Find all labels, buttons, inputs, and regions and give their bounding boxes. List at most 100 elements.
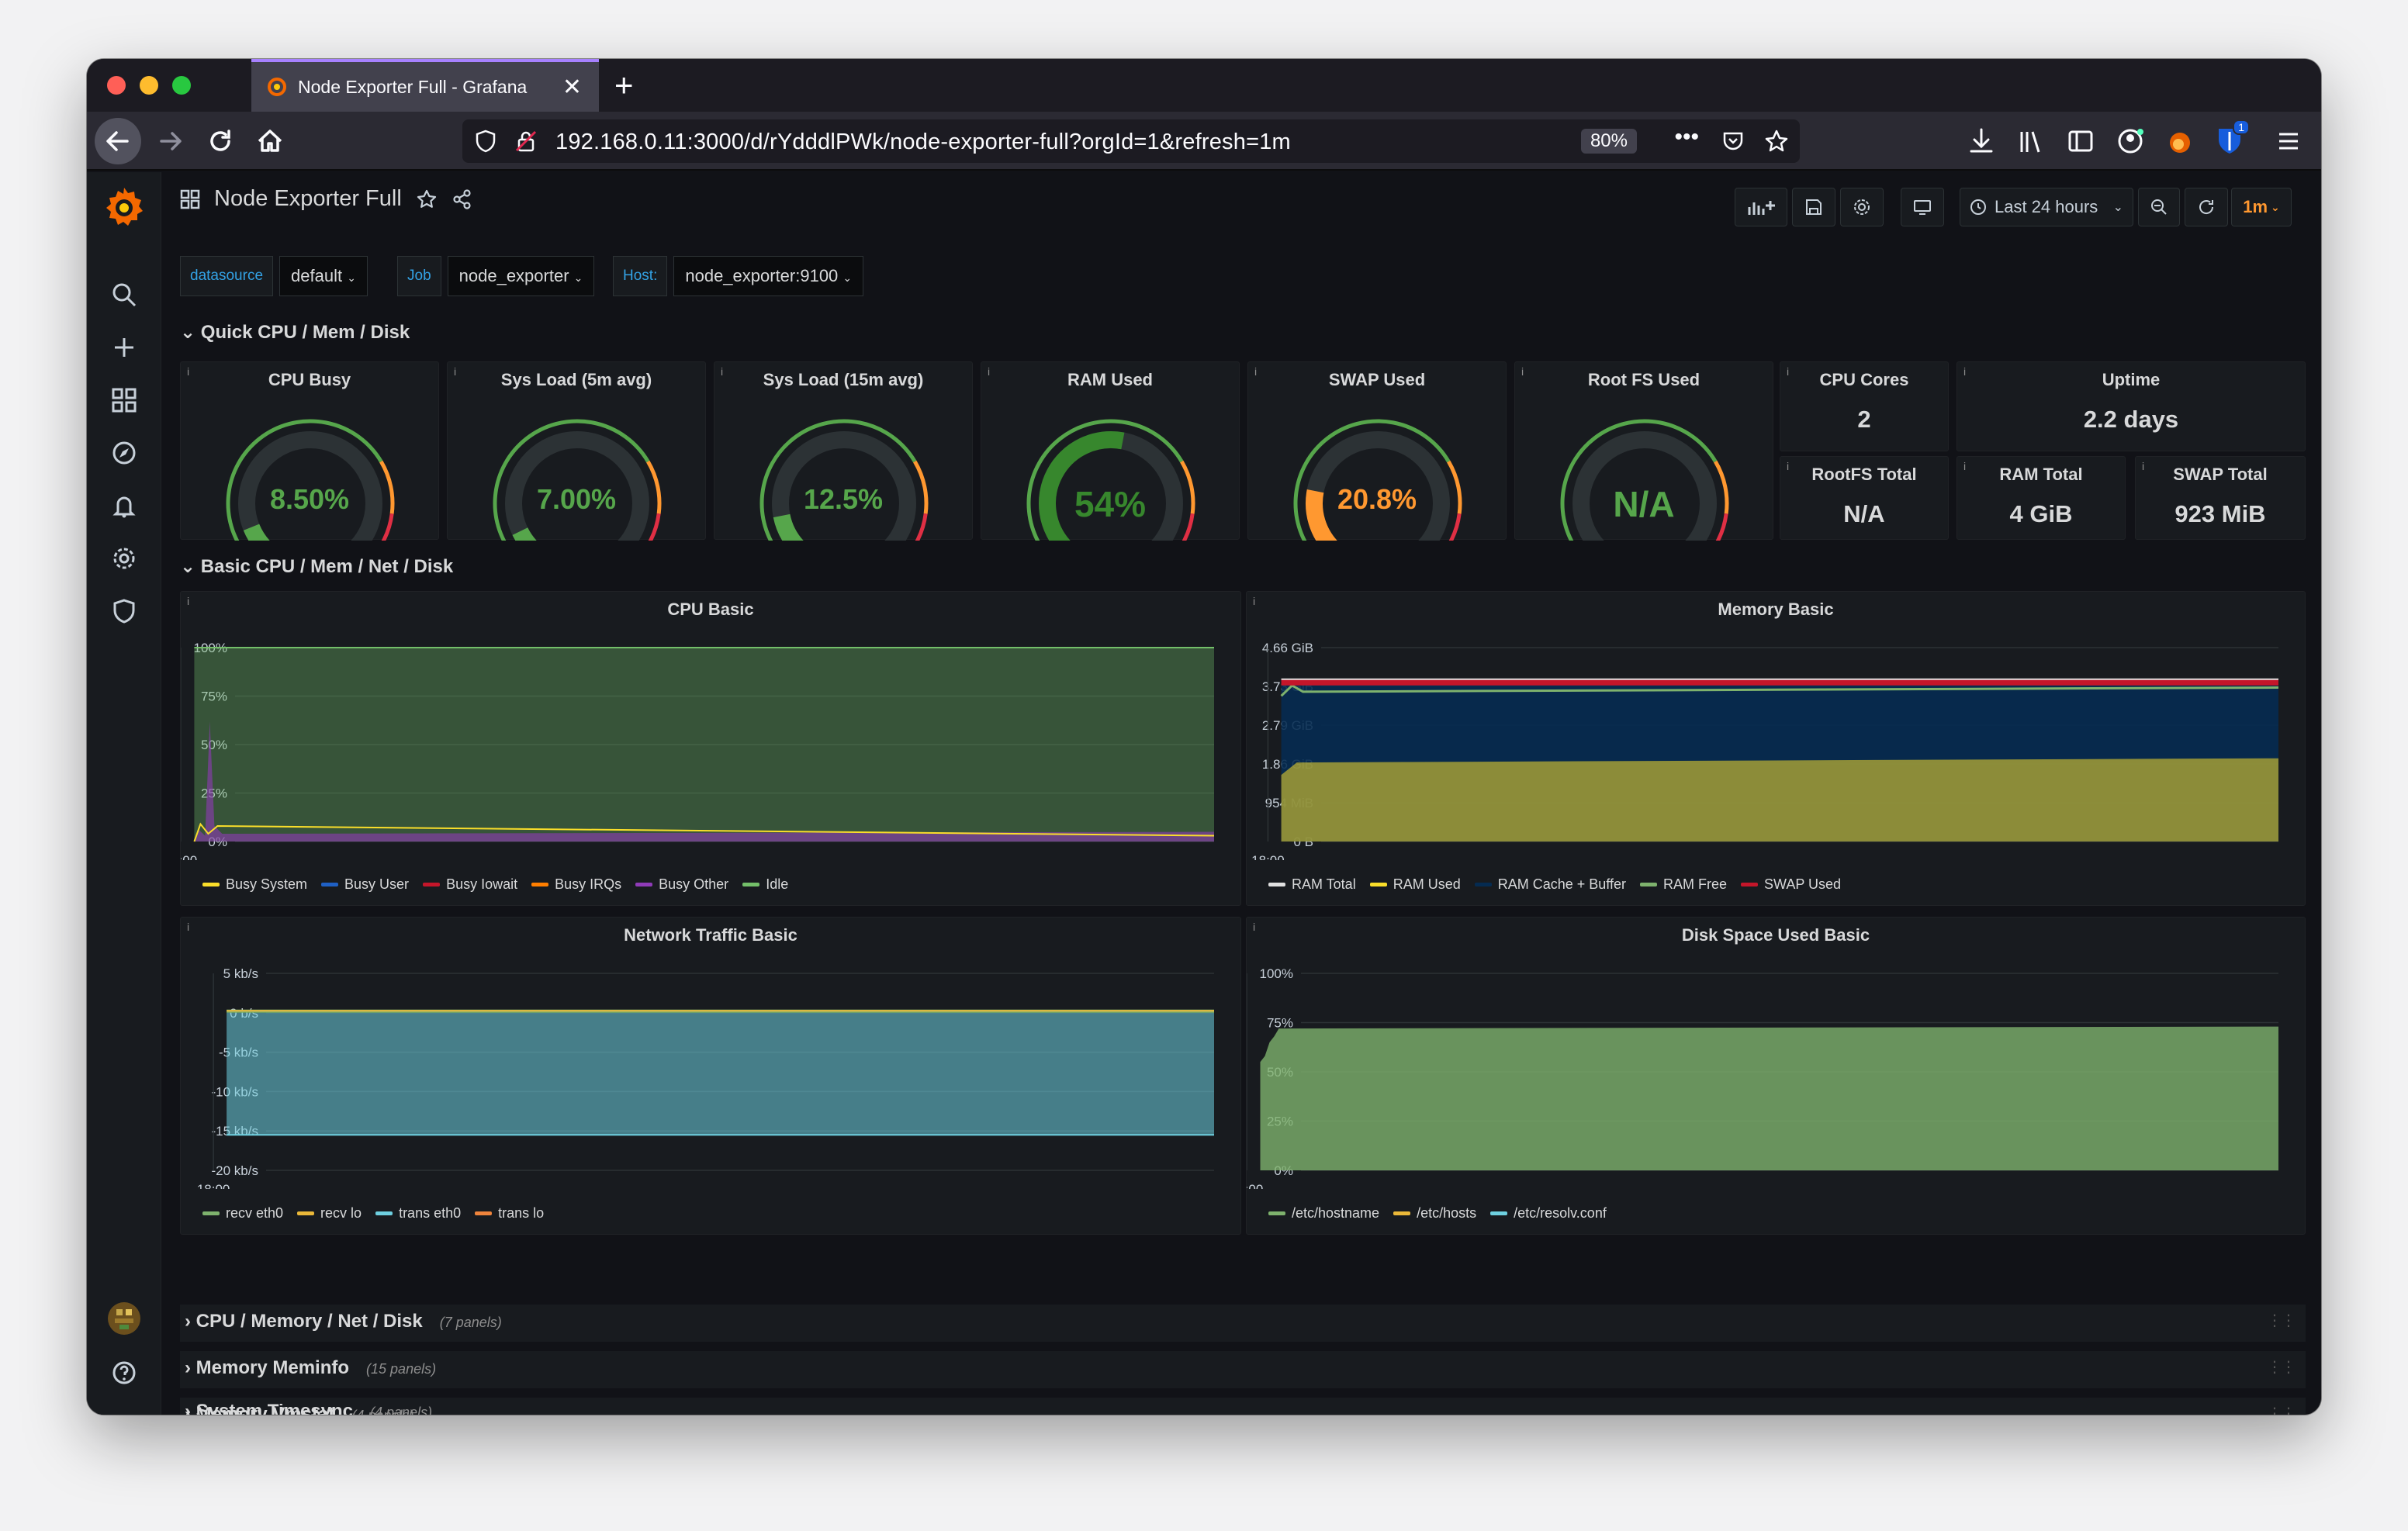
legend-item[interactable]: RAM Used [1369,876,1461,893]
info-icon[interactable]: i [988,365,991,378]
collapsed-row-timesync[interactable]: › System Timesync (4 panels) [180,1404,2306,1415]
host-select[interactable]: node_exporter:9100 ⌄ [673,256,864,296]
gauge-panel[interactable]: i SWAP Used 20.8% [1247,361,1507,541]
row-header-quick[interactable]: ⌄ Quick CPU / Mem / Disk [180,321,410,344]
configuration-gear-icon[interactable] [110,544,138,572]
graph-panel[interactable]: i Network Traffic Basic 5 kb/s0 b/s-5 kb/… [180,917,1241,1235]
info-icon[interactable]: i [454,365,457,378]
favorite-star-icon[interactable] [416,188,438,210]
legend-item[interactable]: recv lo [297,1205,362,1222]
insecure-lock-icon[interactable] [514,129,538,154]
info-icon[interactable]: i [187,365,190,378]
add-panel-button[interactable] [1735,188,1787,226]
datasource-select[interactable]: default ⌄ [279,256,368,296]
url-bar[interactable]: 192.168.0.11:3000/d/rYdddlPWk/node-expor… [462,119,1800,163]
info-icon[interactable]: i [187,921,190,933]
forward-arrow-icon[interactable] [154,124,188,158]
zoom-window-button[interactable] [172,76,191,95]
bitwarden-extension-button[interactable]: 1 [2214,119,2250,157]
legend-item[interactable]: SWAP Used [1741,876,1841,893]
info-icon[interactable]: i [1253,595,1256,607]
explore-compass-icon[interactable] [110,439,138,467]
graph-panel[interactable]: i CPU Basic100%75%50%25%0%20:0022:0000:0… [180,591,1241,906]
save-dashboard-button[interactable] [1792,188,1835,226]
browser-tab-active[interactable]: Node Exporter Full - Grafana ✕ [251,59,599,112]
drag-handle-icon[interactable]: ⋮⋮ [2267,1312,2296,1329]
bookmark-star-icon[interactable] [1764,129,1789,154]
stat-panel-cpu-cores[interactable]: i CPU Cores 2 [1780,361,1949,451]
drag-handle-icon[interactable]: ⋮⋮ [2267,1405,2296,1415]
stat-panel-uptime[interactable]: i Uptime 2.2 days [1956,361,2306,451]
info-icon[interactable]: i [1521,365,1524,378]
pocket-icon[interactable] [1721,129,1745,154]
gauge-panel[interactable]: i Sys Load (5m avg) 7.00% [447,361,706,541]
info-icon[interactable]: i [2142,460,2145,472]
zoom-out-time-button[interactable] [2138,188,2180,226]
legend-item[interactable]: /etc/hosts [1393,1205,1476,1222]
stat-panel-rootfs-total[interactable]: i RootFS Total N/A [1780,456,1949,540]
legend-item[interactable]: RAM Free [1639,876,1727,893]
dashboards-grid-icon[interactable] [110,386,138,414]
alerting-bell-icon[interactable] [110,492,138,520]
user-avatar[interactable] [107,1301,141,1336]
legend-item[interactable]: Busy System [202,876,307,893]
grafana-logo-icon[interactable] [102,185,146,228]
legend-item[interactable]: Busy IRQs [531,876,621,893]
minimize-window-button[interactable] [140,76,158,95]
collapsed-row-cpu-memory[interactable]: › CPU / Memory / Net / Disk (7 panels) ⋮⋮ [180,1305,2306,1342]
info-icon[interactable]: i [1254,365,1258,378]
search-icon[interactable] [110,281,138,309]
back-button[interactable] [95,118,141,164]
info-icon[interactable]: i [1253,921,1256,933]
refresh-interval-picker[interactable]: 1m ⌄ [2231,188,2292,226]
library-icon[interactable] [2015,126,2046,157]
refresh-button[interactable] [2185,188,2228,226]
share-icon[interactable] [452,188,473,210]
stat-panel-swap-total[interactable]: i SWAP Total 923 MiB [2135,456,2306,540]
legend-item[interactable]: /etc/hostname [1268,1205,1379,1222]
info-icon[interactable]: i [187,595,190,607]
zoom-indicator[interactable]: 80% [1580,129,1637,154]
firefox-extension-icon[interactable] [2164,126,2195,157]
info-icon[interactable]: i [1787,365,1790,378]
legend-item[interactable]: RAM Total [1268,876,1356,893]
home-icon[interactable] [253,124,287,158]
gauge-panel[interactable]: i Sys Load (15m avg) 12.5% [714,361,973,541]
new-tab-button[interactable]: + [614,67,634,103]
legend-item[interactable]: Busy Iowait [423,876,517,893]
job-select[interactable]: node_exporter ⌄ [447,256,595,296]
legend-item[interactable]: /etc/resolv.conf [1490,1205,1607,1222]
sidebar-toggle-icon[interactable] [2065,126,2096,157]
info-icon[interactable]: i [1787,460,1790,472]
legend-item[interactable]: trans lo [475,1205,544,1222]
dashboard-settings-button[interactable] [1840,188,1884,226]
legend-item[interactable]: recv eth0 [202,1205,283,1222]
info-icon[interactable]: i [721,365,724,378]
collapsed-row-vmstat[interactable]: › Memory Vmstat (4 panels) ⋮⋮ [180,1398,2306,1415]
legend-item[interactable]: Busy User [321,876,409,893]
shield-icon[interactable] [473,129,498,154]
stat-panel-ram-total[interactable]: i RAM Total 4 GiB [1956,456,2126,540]
reload-icon[interactable] [203,124,237,158]
help-question-icon[interactable] [110,1359,138,1387]
collapsed-row-meminfo[interactable]: › Memory Meminfo (15 panels) ⋮⋮ [180,1351,2306,1388]
hamburger-menu-icon[interactable] [2273,126,2304,157]
legend-item[interactable]: Idle [742,876,788,893]
page-actions-icon[interactable]: ••• [1674,124,1699,150]
create-plus-icon[interactable] [110,334,138,361]
tab-close-icon[interactable]: ✕ [562,74,582,100]
gauge-panel[interactable]: i CPU Busy 8.50% [180,361,439,541]
account-icon[interactable] [2115,126,2146,157]
dashboard-title[interactable]: Node Exporter Full [214,186,402,211]
time-range-picker[interactable]: Last 24 hours ⌄ [1960,188,2133,226]
row-header-basic[interactable]: ⌄ Basic CPU / Mem / Net / Disk [180,555,453,578]
legend-item[interactable]: trans eth0 [375,1205,461,1222]
downloads-icon[interactable] [1966,126,1997,157]
info-icon[interactable]: i [1963,460,1967,472]
tv-mode-button[interactable] [1901,188,1944,226]
legend-item[interactable]: RAM Cache + Buffer [1474,876,1626,893]
legend-item[interactable]: Busy Other [635,876,728,893]
graph-panel[interactable]: i Disk Space Used Basic100%75%50%25%0%20… [1246,917,2306,1235]
info-icon[interactable]: i [1963,365,1967,378]
